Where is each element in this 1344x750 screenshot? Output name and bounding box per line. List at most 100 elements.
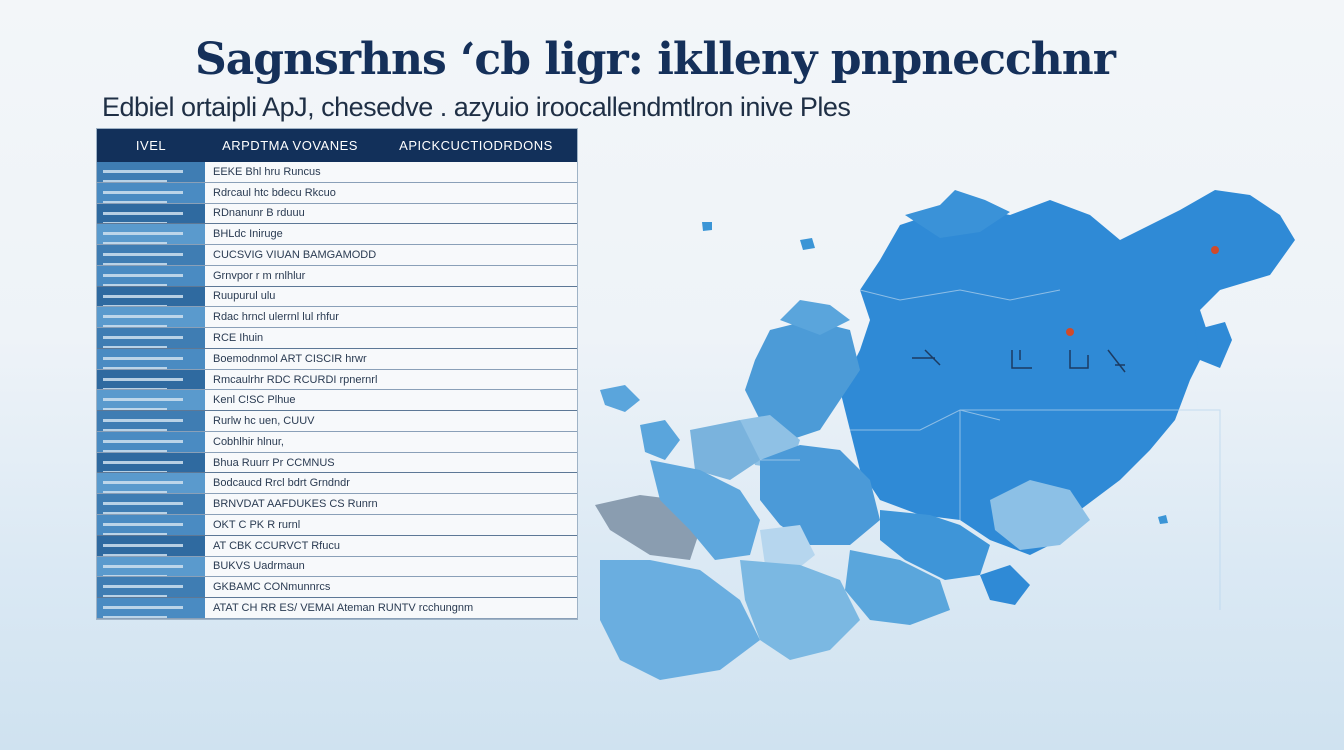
table-row: BHLdc Iniruge [97, 224, 577, 246]
table-row: AT CBK CCURVCT Rfucu [97, 535, 577, 557]
row-text: Rdac hrncl ulerrnl lul rhfur [205, 307, 577, 327]
table-row: Rmcaulrhr RDC RCURDI rpnernrl [97, 369, 577, 391]
region-south-east-2 [845, 550, 950, 625]
table-row: Rdrcaul htc bdecu Rkcuo [97, 182, 577, 204]
region-light-2 [690, 420, 760, 480]
row-label: RCE Ihuin [213, 332, 264, 344]
row-level-cell [97, 245, 205, 265]
row-level-cell [97, 348, 205, 369]
row-level-cell [97, 162, 205, 182]
row-level-cell [97, 203, 205, 224]
row-level-cell [97, 535, 205, 556]
table-row: Bhua Ruurr Pr CCMNUS [97, 452, 577, 474]
region-island-east [1195, 322, 1232, 368]
row-level-cell [97, 182, 205, 203]
region-small-island-3 [1158, 515, 1168, 524]
region-small-island-2 [702, 222, 712, 231]
region-small-island-1 [800, 238, 815, 250]
row-label: Kenl C!SC Plhue [213, 394, 296, 407]
row-level-cell [97, 598, 205, 618]
row-label: Bodcaucd Rrcl bdrt Grndndr [213, 477, 350, 490]
map-glyphs [912, 349, 1126, 373]
row-label: Grnvpor r m rnlhlur [213, 269, 306, 282]
row-text: Grnvpor r m rnlhlur [205, 266, 577, 286]
row-level-cell [97, 265, 205, 286]
row-label: Rurlw hc uen, CUUV [213, 415, 315, 428]
row-label: Bhua Ruurr Pr CCMNUS [213, 456, 335, 469]
row-label: BHLdc Iniruge [213, 228, 283, 241]
table-row: CUCSVIG VIUAN BAMGAMODD [97, 245, 577, 266]
row-text: Rurlw hc uen, CUUV [205, 411, 577, 431]
row-text: Bodcaucd Rrcl bdrt Grndndr [205, 473, 577, 493]
row-text: BHLdc Iniruge [205, 224, 577, 244]
row-level-cell [97, 286, 205, 307]
region-north-east [840, 190, 1295, 555]
row-label: GKBAMC CONmunnrcs [213, 581, 331, 594]
row-text: CUCSVIG VIUAN BAMGAMODD [205, 245, 577, 265]
region-borders [760, 289, 1221, 610]
header-col-names: ARPDTMA VOVANES [222, 138, 358, 153]
row-level-cell [97, 556, 205, 577]
table-row: OKT C PK R rurnl [97, 515, 577, 536]
row-level-cell [97, 577, 205, 598]
row-level-cell [97, 431, 205, 452]
row-label: RDnanunr B rduuu [213, 207, 305, 220]
row-text: RDnanunr B rduuu [205, 204, 577, 224]
region-east-light [990, 480, 1090, 550]
region-north-cap [905, 190, 1010, 238]
row-text: GKBAMC CONmunnrcs [205, 577, 577, 597]
row-text: AT CBK CCURVCT Rfucu [205, 536, 577, 556]
table-header: IVEL ARPDTMA VOVANES APICKCUCTIODRDONS [97, 129, 577, 162]
table-row: RCE Ihuin [97, 328, 577, 349]
region-west-mid [745, 320, 860, 440]
row-text: ATAT CH RR ES/ VEMAI Ateman RUNTV rcchun… [205, 598, 577, 618]
region-table: IVEL ARPDTMA VOVANES APICKCUCTIODRDONS E… [96, 128, 578, 620]
table-row: Rdac hrncl ulerrnl lul rhfur [97, 307, 577, 329]
row-text: Rmcaulrhr RDC RCURDI rpnernrl [205, 370, 577, 390]
row-label: EEKE Bhl hru Runcus [213, 165, 321, 178]
row-text: Ruupurul ulu [205, 287, 577, 307]
location-marker-north-east [1211, 246, 1219, 254]
page-subtitle: Edbiel ortaipli ApJ, chesedve . azyuio i… [102, 92, 851, 122]
region-west-coast [640, 420, 680, 460]
row-text: Rdrcaul htc bdecu Rkcuo [205, 183, 577, 203]
row-level-cell [97, 494, 205, 515]
table-row: Bodcaucd Rrcl bdrt Grndndr [97, 473, 577, 495]
row-label: BUKVS Uadrmaun [213, 560, 305, 573]
row-level-cell [97, 473, 205, 494]
row-text: OKT C PK R rurnl [205, 515, 577, 535]
header-col-level: IVEL [135, 138, 167, 153]
region-west-islands [600, 385, 640, 412]
row-text: Kenl C!SC Plhue [205, 390, 577, 410]
row-text: Boemodnmol ART CISCIR hrwr [205, 349, 577, 369]
table-row: Rurlw hc uen, CUUV [97, 411, 577, 432]
table-row: Kenl C!SC Plhue [97, 390, 577, 412]
row-label: Boemodnmol ART CISCIR hrwr [213, 352, 367, 365]
region-central [760, 445, 880, 545]
table-row: Grnvpor r m rnlhlur [97, 265, 577, 287]
row-level-cell [97, 515, 205, 535]
row-label: Rmcaulrhr RDC RCURDI rpnernrl [213, 373, 378, 386]
row-label: AT CBK CCURVCT Rfucu [213, 539, 340, 552]
region-south-east [740, 560, 860, 660]
table-row: RDnanunr B rduuu [97, 203, 577, 225]
row-level-cell [97, 224, 205, 245]
row-label: BRNVDAT AAFDUKES CS Runrn [213, 498, 378, 511]
row-level-cell [97, 452, 205, 473]
row-label: CUCSVIG VIUAN BAMGAMODD [213, 248, 377, 261]
region-south-central [650, 460, 760, 560]
row-text: BRNVDAT AAFDUKES CS Runrn [205, 494, 577, 514]
table-row: BRNVDAT AAFDUKES CS Runrn [97, 494, 577, 516]
region-central-light [760, 525, 815, 575]
region-east-coast [880, 510, 990, 580]
page-title: Sagnsrhns ‘cb ligr: iklleny pnpnecchnr [195, 34, 1116, 85]
row-label: Ruupurul ulu [213, 290, 276, 303]
row-text: Bhua Ruurr Pr CCMNUS [205, 453, 577, 473]
row-label: Rdrcaul htc bdecu Rkcuo [213, 186, 336, 199]
row-level-cell [97, 411, 205, 431]
row-label: Cobhlhir hlnur, [213, 435, 284, 448]
table-row: BUKVS Uadrmaun [97, 556, 577, 578]
row-text: Cobhlhir hlnur, [205, 432, 577, 452]
header-col-productions: APICKCUCTIODRDONS [399, 138, 553, 153]
